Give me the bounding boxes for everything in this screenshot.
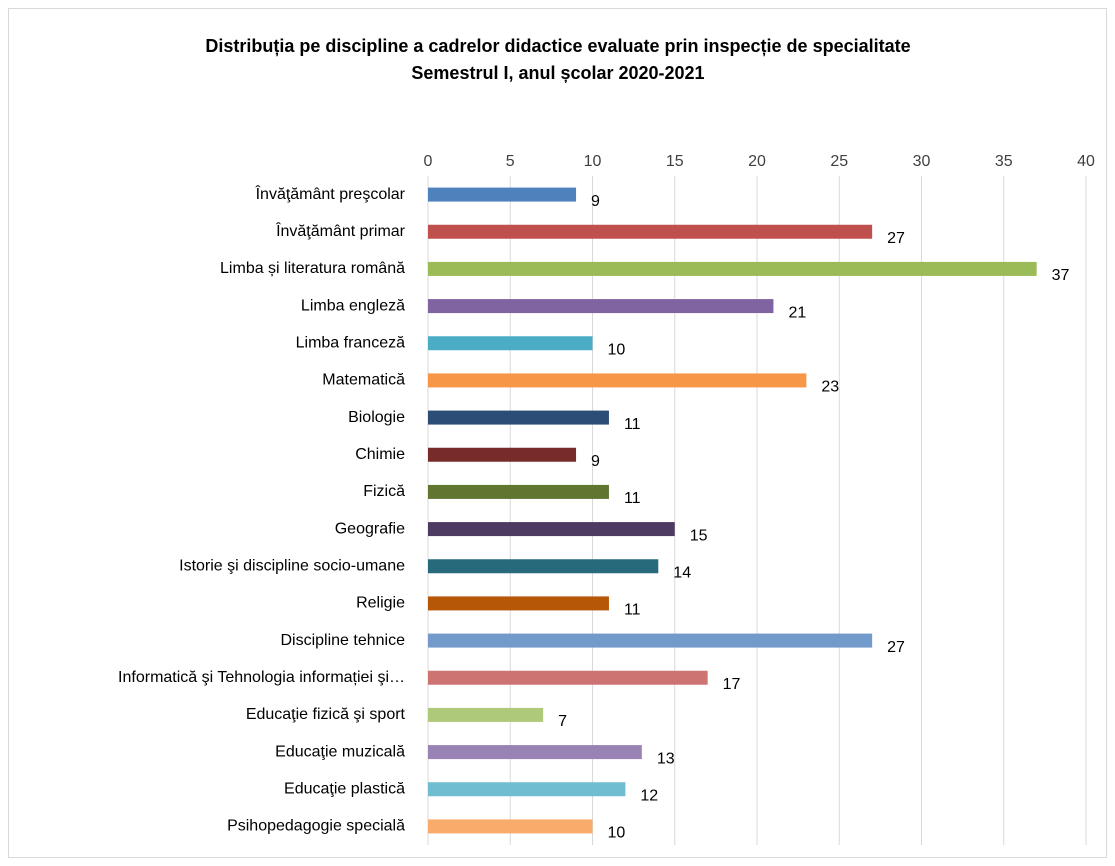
y-tick-label: Chimie: [355, 446, 405, 463]
bar: [428, 261, 1037, 276]
data-label: 10: [608, 341, 626, 358]
data-label: 9: [591, 193, 600, 210]
y-tick-label: Matematică: [322, 372, 405, 389]
x-tick-label: 0: [424, 153, 433, 170]
bar: [428, 447, 577, 462]
data-label: 12: [640, 787, 658, 804]
bar: [428, 633, 873, 648]
data-label: 13: [657, 750, 675, 767]
data-label: 21: [788, 304, 806, 321]
y-tick-label: Învăţământ preşcolar: [255, 184, 406, 203]
x-tick-label: 20: [748, 153, 766, 170]
bar: [428, 299, 774, 314]
bar: [428, 559, 659, 574]
bar: [428, 187, 577, 202]
y-tick-label: Învăţământ primar: [275, 221, 406, 240]
bar: [428, 782, 626, 797]
y-tick-label: Informatică şi Tehnologia informației şi…: [118, 669, 405, 686]
chart-border: [8, 8, 1107, 858]
data-label: 11: [624, 416, 641, 433]
bar: [428, 819, 593, 834]
bar: [428, 373, 807, 388]
y-tick-label: Istorie şi discipline socio-umane: [179, 557, 405, 574]
y-tick-label: Religie: [356, 595, 405, 612]
y-tick-label: Educaţie plastică: [284, 780, 405, 797]
data-label: 9: [591, 453, 600, 470]
bar: [428, 484, 609, 499]
chart-title: Distribuția pe discipline a cadrelor did…: [205, 36, 910, 56]
bar: [428, 336, 593, 351]
y-tick-label: Limba și literatura română: [220, 260, 405, 277]
bar: [428, 745, 642, 760]
x-tick-label: 15: [666, 153, 684, 170]
bar: [428, 224, 873, 239]
y-tick-label: Biologie: [348, 409, 405, 426]
data-label: 11: [624, 602, 641, 619]
y-tick-label: Fizică: [363, 483, 405, 500]
x-tick-label: 25: [830, 153, 848, 170]
data-label: 27: [887, 230, 905, 247]
x-tick-label: 35: [995, 153, 1013, 170]
x-tick-label: 30: [913, 153, 931, 170]
data-label: 10: [608, 825, 626, 842]
bar: [428, 707, 544, 722]
data-label: 27: [887, 639, 905, 656]
data-label: 7: [558, 713, 567, 730]
data-label: 15: [690, 527, 708, 544]
x-tick-label: 5: [506, 153, 515, 170]
data-label: 17: [723, 676, 741, 693]
y-tick-label: Limba franceză: [296, 334, 405, 351]
bar: [428, 670, 708, 685]
data-label: 11: [624, 490, 641, 507]
data-label: 23: [821, 379, 839, 396]
data-label: 37: [1052, 267, 1070, 284]
y-tick-label: Geografie: [335, 520, 405, 537]
data-label: 14: [673, 564, 691, 581]
bar: [428, 596, 609, 611]
y-tick-label: Discipline tehnice: [280, 632, 405, 649]
x-tick-label: 10: [584, 153, 602, 170]
chart-subtitle: Semestrul I, anul școlar 2020-2021: [411, 63, 704, 83]
bar: [428, 522, 675, 537]
y-tick-label: Psihopedagogie specială: [227, 818, 405, 835]
y-tick-label: Limba engleză: [301, 297, 405, 314]
bar: [428, 410, 609, 425]
y-tick-label: Educaţie muzicală: [275, 743, 405, 760]
x-tick-label: 40: [1077, 153, 1095, 170]
y-tick-label: Educaţie fizică şi sport: [246, 706, 406, 723]
